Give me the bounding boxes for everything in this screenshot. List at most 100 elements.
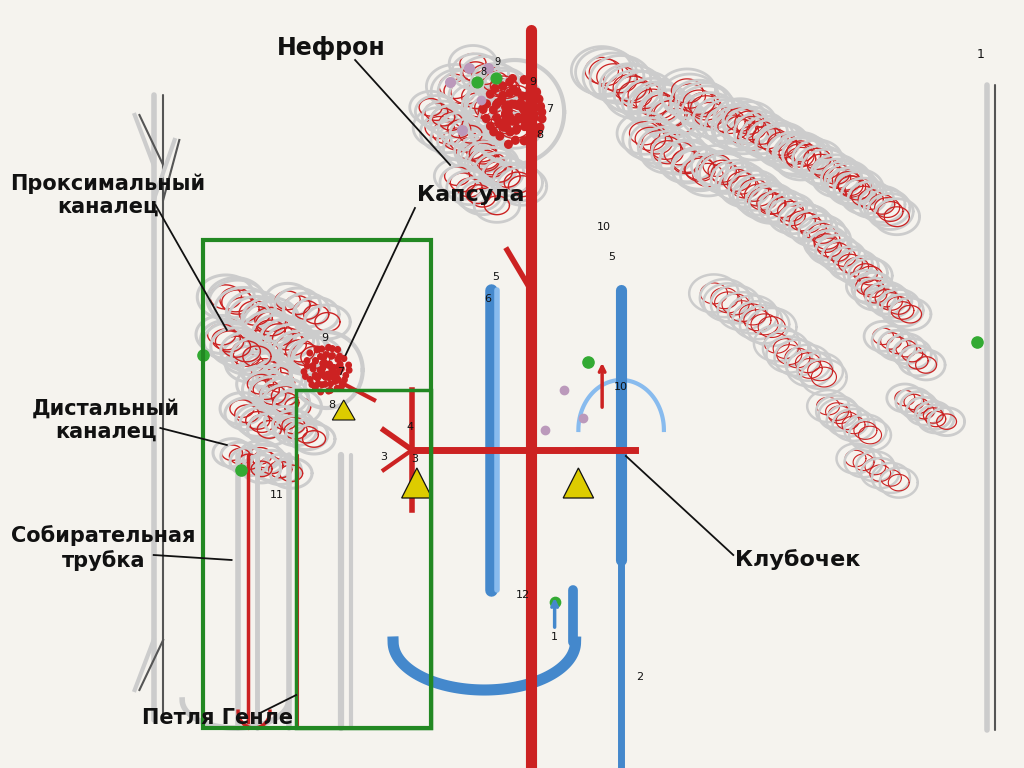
Circle shape bbox=[518, 92, 525, 100]
Circle shape bbox=[532, 88, 541, 96]
Circle shape bbox=[330, 365, 336, 370]
Circle shape bbox=[304, 363, 310, 369]
Bar bbox=[296, 390, 431, 728]
Text: 8: 8 bbox=[536, 130, 543, 140]
Circle shape bbox=[319, 382, 325, 388]
Circle shape bbox=[512, 136, 519, 144]
Circle shape bbox=[323, 352, 329, 357]
Point bbox=[487, 72, 504, 84]
Circle shape bbox=[317, 367, 323, 373]
Circle shape bbox=[504, 102, 512, 111]
Circle shape bbox=[509, 74, 516, 83]
Text: Клубочек: Клубочек bbox=[735, 550, 860, 571]
Circle shape bbox=[506, 89, 513, 97]
Circle shape bbox=[331, 369, 336, 375]
Circle shape bbox=[310, 366, 315, 372]
Point bbox=[580, 356, 596, 368]
Circle shape bbox=[509, 86, 517, 94]
Circle shape bbox=[309, 382, 314, 387]
Circle shape bbox=[486, 122, 495, 130]
Text: Нефрон: Нефрон bbox=[276, 36, 386, 60]
Circle shape bbox=[329, 353, 334, 359]
Circle shape bbox=[509, 118, 516, 125]
Circle shape bbox=[494, 114, 501, 122]
Circle shape bbox=[492, 84, 499, 92]
Circle shape bbox=[331, 370, 337, 376]
Text: 9: 9 bbox=[495, 57, 501, 67]
Circle shape bbox=[513, 88, 521, 96]
Circle shape bbox=[339, 366, 344, 372]
Circle shape bbox=[304, 358, 310, 363]
Text: 11: 11 bbox=[270, 490, 285, 500]
Circle shape bbox=[331, 372, 336, 378]
Circle shape bbox=[498, 96, 505, 104]
Text: Петля Генле: Петля Генле bbox=[141, 708, 293, 728]
Circle shape bbox=[330, 353, 335, 359]
Circle shape bbox=[322, 373, 327, 379]
Text: 8: 8 bbox=[328, 400, 335, 410]
Circle shape bbox=[327, 375, 332, 380]
Circle shape bbox=[335, 376, 341, 382]
Text: Собирательная
трубка: Собирательная трубка bbox=[11, 525, 196, 571]
Point bbox=[970, 336, 986, 348]
Circle shape bbox=[508, 100, 516, 108]
Text: 10: 10 bbox=[614, 382, 628, 392]
Circle shape bbox=[312, 372, 317, 378]
Text: 10: 10 bbox=[597, 222, 611, 232]
Circle shape bbox=[512, 126, 520, 134]
Circle shape bbox=[530, 104, 538, 112]
Circle shape bbox=[526, 100, 535, 108]
Circle shape bbox=[326, 345, 331, 350]
Circle shape bbox=[489, 127, 498, 136]
Circle shape bbox=[342, 377, 347, 382]
Circle shape bbox=[537, 124, 544, 131]
Text: 3: 3 bbox=[412, 454, 419, 464]
Circle shape bbox=[317, 389, 324, 395]
Circle shape bbox=[314, 347, 319, 353]
Text: 7: 7 bbox=[337, 367, 344, 377]
Text: 9: 9 bbox=[322, 333, 329, 343]
Circle shape bbox=[513, 124, 521, 132]
Polygon shape bbox=[563, 468, 594, 498]
Circle shape bbox=[313, 374, 318, 379]
Circle shape bbox=[319, 366, 325, 372]
Circle shape bbox=[326, 388, 331, 394]
Circle shape bbox=[521, 123, 528, 131]
Circle shape bbox=[479, 105, 487, 114]
Circle shape bbox=[303, 373, 308, 379]
Circle shape bbox=[506, 117, 514, 125]
Circle shape bbox=[326, 362, 331, 368]
Circle shape bbox=[330, 346, 335, 352]
Circle shape bbox=[518, 115, 526, 123]
Circle shape bbox=[312, 358, 318, 363]
Circle shape bbox=[336, 364, 341, 369]
Circle shape bbox=[346, 362, 351, 368]
Text: 8: 8 bbox=[480, 67, 486, 77]
Text: 12: 12 bbox=[516, 590, 530, 600]
Circle shape bbox=[335, 386, 340, 391]
Circle shape bbox=[512, 118, 519, 125]
Circle shape bbox=[307, 376, 313, 382]
Point bbox=[537, 424, 553, 436]
Text: Капсула: Капсула bbox=[417, 185, 524, 205]
Circle shape bbox=[319, 360, 326, 366]
Text: 1: 1 bbox=[976, 48, 984, 61]
Text: 4: 4 bbox=[407, 422, 414, 432]
Circle shape bbox=[335, 356, 341, 362]
Circle shape bbox=[502, 111, 509, 119]
Circle shape bbox=[500, 123, 507, 131]
Circle shape bbox=[502, 110, 509, 118]
Circle shape bbox=[315, 381, 321, 386]
Bar bbox=[203, 240, 431, 728]
Text: Дистальный
каналец: Дистальный каналец bbox=[32, 399, 180, 442]
Text: Проксимальный
каналец: Проксимальный каналец bbox=[10, 173, 206, 217]
Polygon shape bbox=[401, 468, 432, 498]
Circle shape bbox=[495, 119, 503, 127]
Circle shape bbox=[339, 383, 344, 389]
Circle shape bbox=[525, 135, 532, 143]
Circle shape bbox=[341, 356, 347, 361]
Circle shape bbox=[502, 103, 509, 111]
Point bbox=[454, 124, 470, 136]
Circle shape bbox=[343, 372, 348, 379]
Circle shape bbox=[537, 102, 545, 111]
